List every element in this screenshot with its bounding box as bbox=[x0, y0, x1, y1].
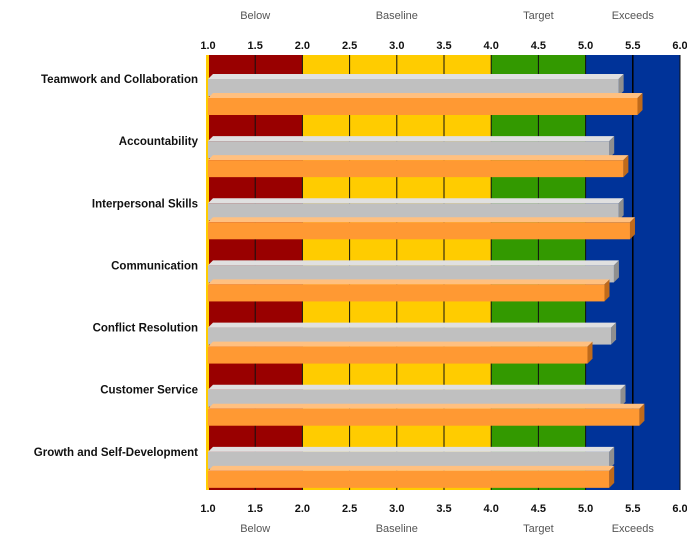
top-tick-label: 3.0 bbox=[389, 40, 404, 52]
bar-top-face bbox=[208, 155, 629, 161]
bar-side-face bbox=[609, 446, 615, 469]
top-tick-label: 2.5 bbox=[342, 40, 357, 52]
top-axis: 1.0 1.5 2.0 2.5 3.0 3.5 4.0 4.5 5.0 5.5 6.0 Below Ba… bbox=[200, 10, 687, 52]
bottom-tick-label: 6.0 bbox=[672, 503, 687, 515]
zone-label-bottom-0: Below bbox=[240, 523, 270, 535]
bottom-tick-label: 1.5 bbox=[248, 503, 263, 515]
bar-side-face bbox=[618, 74, 624, 96]
top-tick-label: 1.5 bbox=[248, 40, 263, 52]
bottom-axis: 1.0 1.5 2.0 2.5 3.0 3.5 4.0 4.5 5.0 5.5 6.0 Below Ba… bbox=[200, 503, 687, 535]
bar-1-1 bbox=[208, 155, 629, 178]
zone-label-top-1: Baseline bbox=[376, 10, 418, 22]
bar-top-face bbox=[208, 198, 624, 204]
bar-side-face bbox=[604, 279, 610, 302]
bar-side-face bbox=[609, 136, 615, 159]
category-label: Communication bbox=[111, 260, 198, 272]
bar-front-face bbox=[208, 141, 610, 159]
zone-label-bottom-2: Target bbox=[523, 523, 554, 535]
bar-side-face bbox=[639, 403, 645, 426]
category-labels: Teamwork and Collaboration Accountability… bbox=[34, 74, 199, 459]
category-label: Customer Service bbox=[100, 385, 198, 397]
top-tick-label: 4.5 bbox=[531, 40, 546, 52]
zone-label-bottom-3: Exceeds bbox=[612, 523, 655, 535]
bar-front-face bbox=[208, 327, 612, 345]
bar-front-face bbox=[208, 98, 638, 115]
category-label: Interpersonal Skills bbox=[92, 198, 198, 210]
zone-label-bottom-1: Baseline bbox=[376, 523, 418, 535]
axis-edge bbox=[206, 55, 209, 490]
bar-5-1 bbox=[208, 403, 645, 426]
bar-side-face bbox=[609, 465, 615, 488]
bar-0-0 bbox=[208, 74, 624, 96]
bar-top-face bbox=[208, 74, 624, 79]
bar-top-face bbox=[208, 279, 610, 285]
category-label: Growth and Self-Development bbox=[34, 447, 198, 459]
bar-top-face bbox=[208, 341, 593, 347]
bar-front-face bbox=[208, 79, 619, 96]
bar-1-0 bbox=[208, 136, 615, 159]
bar-top-face bbox=[208, 322, 617, 328]
bar-3-1 bbox=[208, 279, 610, 302]
bar-top-face bbox=[208, 446, 615, 452]
bottom-tick-label: 3.0 bbox=[389, 503, 404, 515]
bar-top-face bbox=[208, 217, 635, 223]
top-tick-label: 3.5 bbox=[436, 40, 451, 52]
bar-front-face bbox=[208, 408, 640, 426]
zone-label-top-0: Below bbox=[240, 10, 270, 22]
bar-front-face bbox=[208, 389, 621, 407]
bar-0-1 bbox=[208, 93, 643, 115]
bar-6-1 bbox=[208, 465, 615, 488]
top-tick-label: 5.0 bbox=[578, 40, 593, 52]
bar-top-face bbox=[208, 93, 643, 98]
bar-side-face bbox=[618, 198, 624, 221]
top-tick-label: 4.0 bbox=[484, 40, 499, 52]
top-tick-label: 5.5 bbox=[625, 40, 640, 52]
bar-side-face bbox=[587, 341, 593, 364]
bar-side-face bbox=[620, 384, 626, 407]
top-tick-label: 1.0 bbox=[200, 40, 215, 52]
bar-top-face bbox=[208, 403, 645, 409]
bar-2-1 bbox=[208, 217, 635, 240]
top-tick-label: 6.0 bbox=[672, 40, 687, 52]
bar-side-face bbox=[629, 217, 635, 240]
bar-6-0 bbox=[208, 446, 615, 469]
bottom-tick-label: 4.5 bbox=[531, 503, 546, 515]
bar-top-face bbox=[208, 465, 615, 471]
bar-front-face bbox=[208, 203, 619, 221]
category-label: Teamwork and Collaboration bbox=[41, 74, 198, 86]
bottom-tick-label: 1.0 bbox=[200, 503, 215, 515]
bottom-tick-label: 2.5 bbox=[342, 503, 357, 515]
bottom-tick-label: 5.0 bbox=[578, 503, 593, 515]
bottom-tick-label: 4.0 bbox=[484, 503, 499, 515]
bar-side-face bbox=[637, 93, 643, 115]
bar-3-0 bbox=[208, 260, 619, 283]
bar-4-1 bbox=[208, 341, 593, 364]
bar-front-face bbox=[208, 222, 630, 240]
category-label: Conflict Resolution bbox=[93, 323, 198, 335]
bar-top-face bbox=[208, 384, 626, 390]
bar-front-face bbox=[208, 470, 610, 488]
bar-front-face bbox=[208, 265, 614, 283]
bar-side-face bbox=[611, 322, 617, 345]
bar-5-0 bbox=[208, 384, 626, 407]
bar-top-face bbox=[208, 260, 619, 266]
bottom-tick-label: 5.5 bbox=[625, 503, 640, 515]
bar-side-face bbox=[623, 155, 629, 178]
bar-top-face bbox=[208, 136, 615, 142]
top-tick-label: 2.0 bbox=[295, 40, 310, 52]
bottom-tick-label: 3.5 bbox=[436, 503, 451, 515]
bar-front-face bbox=[208, 451, 610, 469]
bar-side-face bbox=[613, 260, 619, 283]
bars bbox=[208, 74, 645, 488]
bar-front-face bbox=[208, 284, 605, 302]
bar-front-face bbox=[208, 160, 624, 178]
zone-label-top-2: Target bbox=[523, 10, 554, 22]
bar-4-0 bbox=[208, 322, 617, 345]
bar-2-0 bbox=[208, 198, 624, 221]
zone-label-top-3: Exceeds bbox=[612, 10, 655, 22]
category-label: Accountability bbox=[119, 136, 199, 148]
bar-front-face bbox=[208, 346, 588, 364]
bottom-tick-label: 2.0 bbox=[295, 503, 310, 515]
